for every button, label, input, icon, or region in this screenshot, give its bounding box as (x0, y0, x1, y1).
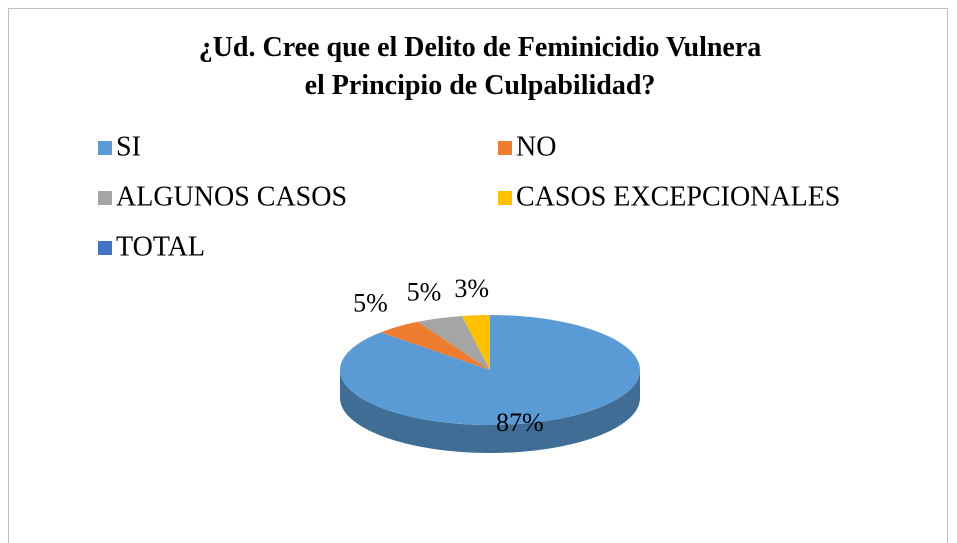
legend-label: NO (516, 131, 556, 162)
legend-swatch (498, 141, 512, 155)
legend-label: TOTAL (116, 231, 205, 262)
slice (417, 315, 490, 370)
legend-swatch (98, 141, 112, 155)
slice-side (340, 370, 640, 453)
legend-label: ALGUNOS CASOS (116, 181, 347, 212)
chart-frame (8, 8, 948, 543)
legend-swatch (98, 241, 112, 255)
data-label: 3% (454, 274, 489, 303)
slice (461, 315, 490, 370)
data-label: 5% (407, 278, 442, 307)
legend-swatch (98, 191, 112, 205)
slice (339, 315, 640, 425)
legend-label: CASOS EXCEPCIONALES (516, 181, 840, 212)
legend-swatch (498, 191, 512, 205)
legend-label: SI (116, 131, 141, 162)
slice (380, 321, 490, 370)
data-label: 5% (353, 288, 388, 317)
data-label: 87% (496, 408, 544, 437)
chart-title: ¿Ud. Cree que el Delito de Feminicidio V… (199, 32, 762, 101)
